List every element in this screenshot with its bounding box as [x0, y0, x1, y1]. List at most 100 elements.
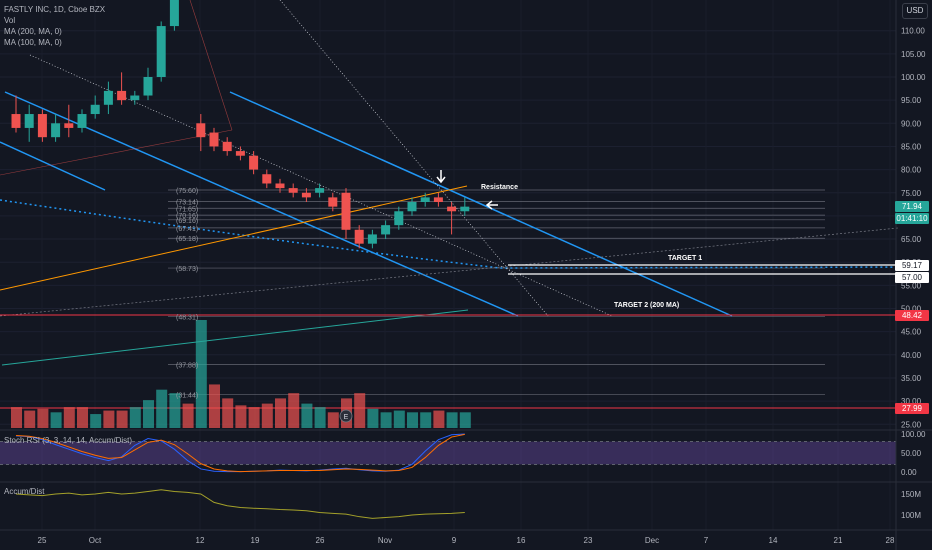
fib-level-label: (71.65): [176, 206, 198, 213]
channel-upper: [229, 91, 733, 317]
candle-body: [24, 114, 34, 128]
price-axis-label: 80.00: [901, 166, 922, 175]
target2-price-tag: 48.42: [895, 310, 929, 321]
volume-bar: [77, 407, 88, 428]
candle-body: [90, 104, 100, 115]
volume-bar: [367, 408, 379, 428]
volume-bar: [393, 410, 405, 428]
stoch-rsi-label[interactable]: Stoch RSI (3, 3, 14, 14, Accum/Dist): [4, 436, 133, 445]
candle-body: [209, 132, 219, 147]
fib-level-label: (75.60): [176, 188, 198, 195]
target1b-price-tag: 57.00: [895, 272, 929, 283]
stoch-band: [0, 441, 896, 465]
candle-body: [235, 151, 245, 156]
fib-level-label: (31.44): [176, 392, 198, 399]
candle-body: [130, 95, 140, 101]
candle-body: [262, 174, 272, 184]
volume-bar: [156, 389, 168, 428]
price-axis-label: 40.00: [901, 351, 922, 360]
volume-bar: [380, 412, 392, 428]
volume-bar: [103, 410, 115, 428]
indicator-ma100[interactable]: MA (100, MA, 0): [4, 38, 62, 47]
candle-body: [367, 234, 377, 244]
price-axis-label: 105.00: [901, 50, 926, 59]
fib-level-label: (37.88): [176, 363, 198, 370]
volume-bar: [169, 393, 181, 428]
price-axis-label: 110.00: [901, 27, 925, 36]
fib-level-label: (69.16): [176, 218, 198, 225]
volume-bar: [235, 405, 247, 428]
annotation-resistance: Resistance: [481, 184, 518, 191]
trendlines: [0, 0, 931, 409]
candle-body: [222, 141, 232, 152]
fib-level-label: (48.31): [176, 314, 198, 321]
time-axis-label: 12: [196, 536, 205, 545]
candle-body: [37, 114, 47, 138]
trend-line-red: [189, 0, 233, 131]
candle-body: [315, 188, 325, 193]
candle-body: [407, 202, 417, 212]
candle-body: [275, 183, 285, 189]
stoch-axis-label: 50.00: [901, 449, 922, 458]
price-axis-label: 25.00: [901, 420, 922, 429]
time-axis-label: 14: [769, 536, 778, 545]
channel-mid: [0, 141, 106, 191]
price-axis-label: 75.00: [901, 189, 922, 198]
volume-bar: [288, 393, 300, 428]
volume-bar: [314, 407, 326, 428]
indicator-vol[interactable]: Vol: [4, 16, 16, 25]
down-arrow-marker: [436, 170, 446, 184]
candle-body: [341, 192, 351, 230]
volume-bars: [11, 320, 471, 428]
candle-body: [249, 155, 259, 170]
volume-bar: [50, 412, 62, 428]
candle-body: [169, 0, 179, 27]
fib-level-label: (73.14): [176, 199, 198, 206]
volume-bar: [420, 412, 432, 428]
indicator-ma200[interactable]: MA (200, MA, 0): [4, 27, 62, 36]
fib-level-label: (70.16): [176, 213, 198, 220]
annotation-target2: TARGET 2 (200 MA): [614, 302, 679, 309]
currency-button[interactable]: USD: [902, 3, 928, 19]
channel-lower: [4, 91, 519, 317]
earnings-label: E: [344, 414, 349, 421]
candle-body: [381, 225, 391, 235]
time-axis-label: 7: [704, 536, 709, 545]
price-axis-label: 90.00: [901, 119, 922, 128]
price-axis-label: 85.00: [901, 142, 922, 151]
price-axis-label: 35.00: [901, 374, 922, 383]
trend-line-shallow: [29, 54, 613, 317]
ma100-line: [0, 199, 931, 269]
fib-level-label: (67.41): [176, 226, 198, 233]
price-axis-label: 55.00: [901, 281, 922, 290]
volume-bar: [63, 407, 75, 428]
stoch-rsi-pane: [0, 433, 896, 473]
accum-dist-pane: [15, 489, 465, 519]
accum-dist-line: [15, 489, 465, 519]
candle-body: [143, 77, 153, 96]
candle-body: [433, 197, 443, 203]
symbol-title[interactable]: FASTLY INC, 1D, Cboe BZX: [4, 5, 106, 14]
volume-bar: [446, 412, 458, 428]
candle-body: [11, 114, 21, 128]
volume-bar: [327, 412, 339, 428]
volume-bar: [195, 320, 207, 428]
volume-bar: [459, 412, 471, 428]
candle-body: [394, 211, 404, 226]
accum-dist-label[interactable]: Accum/Dist: [4, 487, 45, 496]
time-axis-label: 28: [886, 536, 895, 545]
annotation-target1: TARGET 1: [668, 255, 702, 262]
volume-bar: [182, 403, 194, 428]
stoch-axis-label: 0.00: [901, 468, 917, 477]
candle-body: [354, 229, 364, 244]
candle-body: [460, 206, 470, 212]
countdown-tag: 01:41:10: [895, 213, 929, 224]
volume-bar: [275, 398, 286, 428]
fib-level-label: (58.73): [176, 266, 198, 273]
ad-axis-label: 150M: [901, 490, 921, 499]
last-price-tag: 71.94: [895, 201, 929, 212]
volume-bar: [407, 412, 418, 428]
time-axis-label: Dec: [645, 536, 659, 545]
